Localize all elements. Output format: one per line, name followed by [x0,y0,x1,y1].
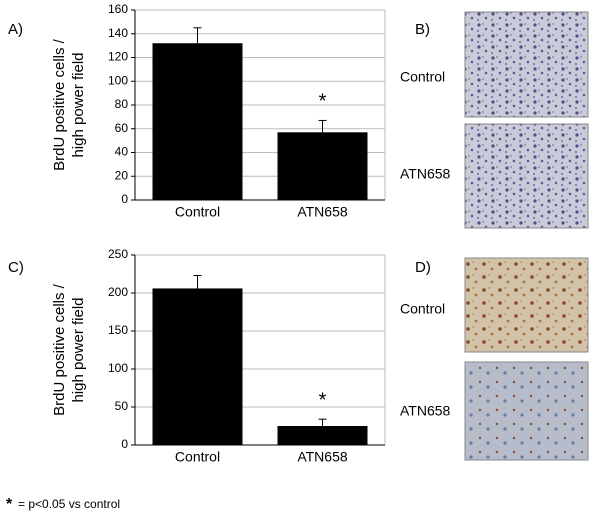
micrograph [464,123,589,229]
y-axis-label: BrdU positive cells / [51,38,68,171]
y-tick-label: 100 [108,361,128,375]
image-label: ATN658 [400,403,451,419]
bar [277,426,368,445]
bar [152,288,243,445]
x-tick-label: Control [175,449,220,465]
y-tick-label: 250 [108,247,128,261]
micrograph [464,257,589,353]
panel-label: B) [415,21,430,38]
bar [152,43,243,200]
image-label: ATN658 [400,166,451,182]
y-tick-label: 150 [108,323,128,337]
y-axis-label: high power field [70,52,87,157]
y-tick-label: 80 [115,97,129,111]
y-tick-label: 0 [121,192,128,206]
significance-marker: * [319,91,327,113]
footnote: = p<0.05 vs control [18,497,120,511]
bar [277,132,368,200]
image-label: Control [400,301,445,317]
x-tick-label: ATN658 [297,449,348,465]
panel-label: D) [415,259,431,276]
micrograph [464,361,589,461]
y-tick-label: 160 [108,2,128,16]
y-axis-label: high power field [70,297,87,402]
panel-label: A) [8,21,23,38]
y-tick-label: 0 [121,437,128,451]
significance-marker: * [319,389,327,411]
micrographs [464,11,589,461]
x-tick-label: Control [175,204,220,220]
x-tick-label: ATN658 [297,204,348,220]
y-axis-label: BrdU positive cells / [51,283,68,416]
y-tick-label: 100 [108,73,128,87]
image-label: Control [400,69,445,85]
y-tick-label: 40 [115,145,129,159]
y-tick-label: 200 [108,285,128,299]
micrograph [464,11,589,118]
y-tick-label: 20 [115,168,129,182]
y-tick-label: 60 [115,121,129,135]
footnote-symbol: * [6,496,13,513]
panel-label: C) [8,259,24,276]
y-tick-label: 120 [108,50,128,64]
y-tick-label: 50 [115,399,129,413]
y-tick-label: 140 [108,26,128,40]
